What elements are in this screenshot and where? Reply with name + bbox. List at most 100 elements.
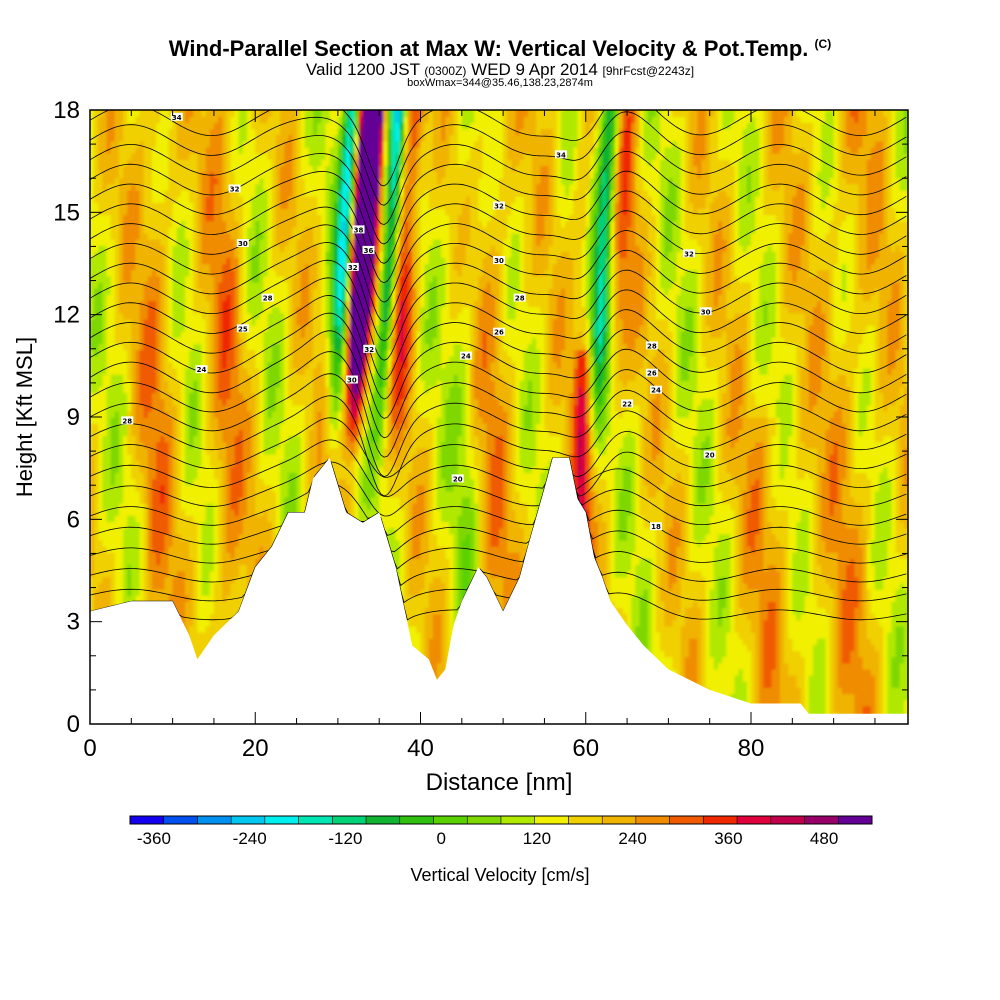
- colorbar-swatch: [164, 816, 198, 824]
- y-tick-label: 12: [53, 302, 80, 329]
- colorbar-swatch: [737, 816, 771, 824]
- contour-label-text: 32: [494, 203, 504, 211]
- colorbar-swatch: [400, 816, 434, 824]
- contour-label-text: 24: [651, 387, 661, 395]
- contour-label-text: 38: [354, 226, 364, 234]
- contour-label: 28: [514, 294, 526, 303]
- vertical-velocity-chart: 3432302825242838363232303230282624203432…: [0, 0, 1000, 1000]
- contour-label-text: 18: [651, 523, 661, 531]
- colorbar-swatch: [636, 816, 670, 824]
- contour-label: 32: [347, 263, 359, 272]
- colorbar-swatch: [366, 816, 400, 824]
- contour-label: 28: [121, 416, 133, 425]
- colorbar-tick-label: 120: [523, 829, 551, 848]
- contour-label: 18: [650, 522, 662, 531]
- contour-label-text: 24: [461, 353, 471, 361]
- x-tick-label: 20: [242, 735, 269, 762]
- contour-label-text: 32: [230, 186, 240, 194]
- contour-label: 38: [353, 225, 365, 234]
- contour-label-text: 20: [453, 475, 463, 483]
- contour-label: 24: [196, 365, 208, 374]
- contour-label-text: 26: [494, 329, 504, 337]
- contour-label: 30: [237, 239, 249, 248]
- colorbar-swatch: [198, 816, 232, 824]
- colorbar-tick-label: -120: [328, 829, 362, 848]
- contour-label-text: 28: [263, 295, 273, 303]
- x-tick-label: 0: [83, 735, 96, 762]
- contour-label: 24: [460, 352, 472, 361]
- colorbar-tick-label: -240: [233, 829, 267, 848]
- contour-label: 26: [493, 328, 505, 337]
- colorbar-swatch: [231, 816, 265, 824]
- y-tick-label: 0: [67, 711, 80, 738]
- colorbar-label: Vertical Velocity [cm/s]: [410, 865, 589, 885]
- colorbar: -360 -240 -120 0 120 240 360 480 Vertical Veloci…: [130, 816, 872, 885]
- contour-label: 32: [683, 249, 695, 258]
- colorbar-swatch: [805, 816, 839, 824]
- contour-label-text: 30: [238, 240, 248, 248]
- contour-label-text: 25: [238, 325, 248, 333]
- contour-label-text: 30: [494, 257, 504, 265]
- contour-label: 20: [452, 474, 464, 483]
- y-axis-label: Height [Kft MSL]: [12, 337, 37, 497]
- contour-label: 26: [646, 369, 658, 378]
- contour-label-text: 34: [172, 114, 182, 122]
- y-tick-label: 18: [53, 97, 80, 124]
- colorbar-tick-label: 360: [714, 829, 742, 848]
- contour-label: 34: [555, 150, 567, 159]
- x-axis-label: Distance [nm]: [426, 769, 573, 796]
- y-tick-label: 6: [67, 506, 80, 533]
- contour-label-text: 20: [705, 452, 715, 460]
- contour-label: 24: [650, 386, 662, 395]
- contour-label-text: 28: [647, 342, 657, 350]
- contour-label-text: 32: [348, 264, 358, 272]
- contour-label-text: 36: [364, 247, 374, 255]
- x-tick-label: 80: [738, 735, 765, 762]
- y-tick-label: 15: [53, 199, 80, 226]
- contour-label: 32: [493, 202, 505, 211]
- colorbar-swatch: [703, 816, 737, 824]
- contour-label-text: 24: [197, 366, 207, 374]
- colorbar-tick-label: 480: [810, 829, 838, 848]
- contour-label-text: 26: [647, 370, 657, 378]
- contour-label: 32: [229, 185, 241, 194]
- contour-label: 28: [262, 294, 274, 303]
- contour-label: 32: [363, 345, 375, 354]
- colorbar-swatch: [771, 816, 805, 824]
- y-tick-label: 3: [67, 609, 80, 636]
- contour-label: 30: [493, 256, 505, 265]
- colorbar-swatch: [670, 816, 704, 824]
- colorbar-swatch: [569, 816, 603, 824]
- contour-label: 25: [237, 324, 249, 333]
- colorbar-tick-label: 0: [436, 829, 445, 848]
- y-tick-label: 9: [67, 404, 80, 431]
- contour-label-text: 30: [347, 377, 357, 385]
- colorbar-tick-label: 240: [618, 829, 646, 848]
- plot-area: 34 32 30 28 25 24 28 38 36 32 32 30 32 30 28 26 24 20 34 32…: [90, 92, 909, 725]
- contour-label-text: 30: [701, 308, 711, 316]
- contour-label: 36: [363, 246, 375, 255]
- contour-label: 30: [346, 376, 358, 385]
- contour-label-text: 34: [556, 151, 566, 159]
- colorbar-swatch: [265, 816, 299, 824]
- colorbar-swatch: [602, 816, 636, 824]
- colorbar-swatch: [467, 816, 501, 824]
- contour-label-text: 32: [364, 346, 374, 354]
- contour-label-text: 28: [122, 417, 132, 425]
- contour-label-text: 32: [684, 250, 694, 258]
- contour-label: 28: [646, 341, 658, 350]
- colorbar-swatch: [299, 816, 333, 824]
- colorbar-swatch: [434, 816, 468, 824]
- contour-label: 30: [700, 307, 712, 316]
- colorbar-swatch: [838, 816, 872, 824]
- contour-label: 22: [621, 399, 633, 408]
- colorbar-swatch: [130, 816, 164, 824]
- x-tick-label: 40: [407, 735, 434, 762]
- contour-label-text: 22: [622, 400, 632, 408]
- colorbar-swatch: [535, 816, 569, 824]
- contour-label: 20: [704, 451, 716, 460]
- colorbar-swatch: [332, 816, 366, 824]
- colorbar-swatch: [501, 816, 535, 824]
- x-tick-label: 60: [572, 735, 599, 762]
- colorbar-tick-label: -360: [137, 829, 171, 848]
